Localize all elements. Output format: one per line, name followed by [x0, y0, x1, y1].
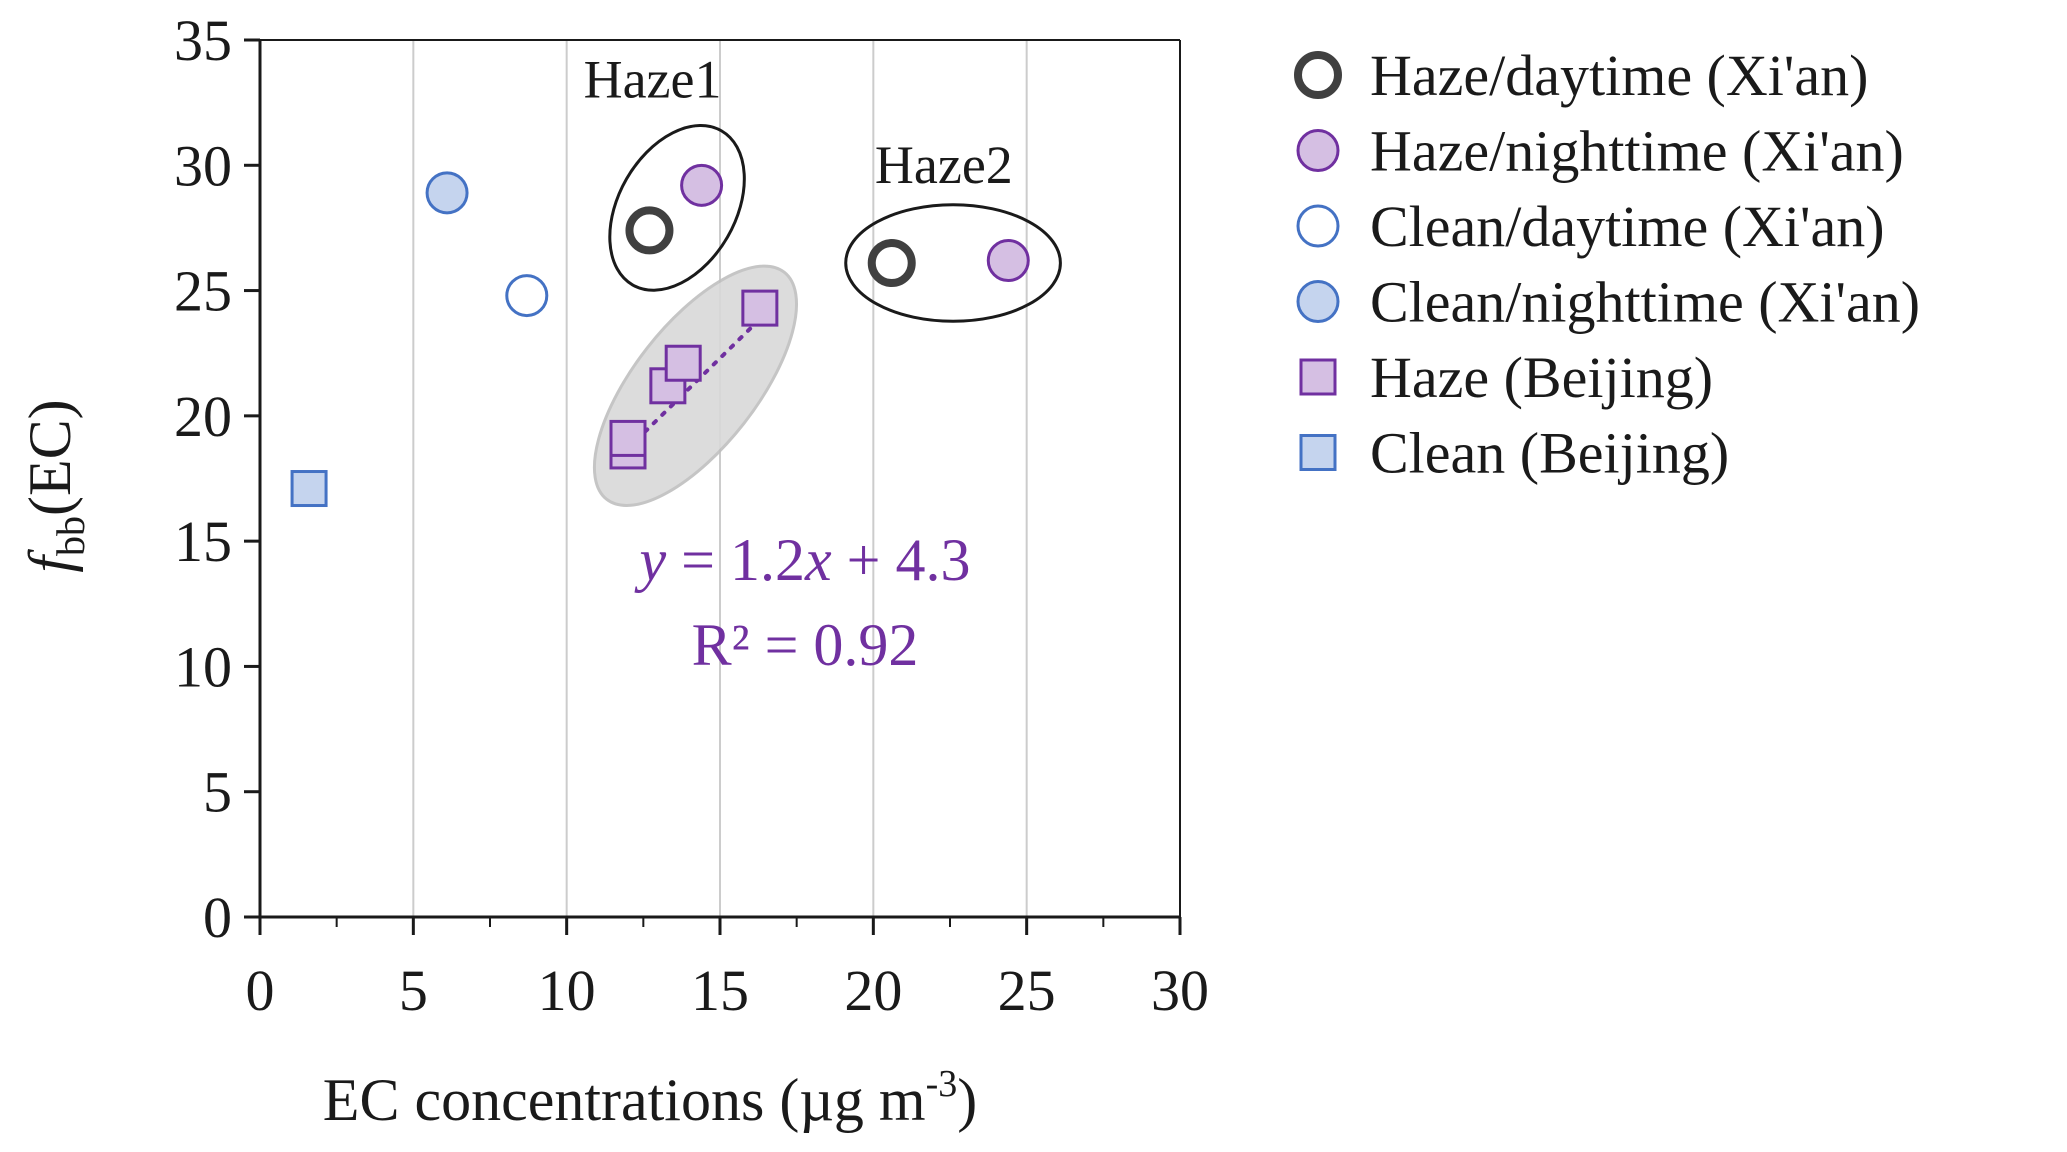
annotation-ellipse-haze1	[608, 124, 746, 292]
x-tick-label: 0	[246, 958, 275, 1023]
annotation-label-haze1: Haze1	[584, 50, 722, 110]
legend-label-1: Haze/nighttime (Xi'an)	[1370, 119, 1904, 184]
legend-label-0: Haze/daytime (Xi'an)	[1370, 43, 1868, 108]
x-tick-label: 15	[691, 958, 749, 1023]
x-tick-label: 20	[844, 958, 902, 1023]
annotation-label-haze2: Haze2	[875, 135, 1013, 195]
legend-label-2: Clean/daytime (Xi'an)	[1370, 194, 1885, 259]
data-point-series-4	[609, 419, 647, 457]
legend-marker-4	[1299, 358, 1337, 396]
data-point-series-4	[664, 344, 702, 382]
data-point-series-3	[425, 171, 469, 215]
y-tick-label: 5	[203, 760, 232, 825]
y-tick-label: 25	[174, 259, 232, 324]
legend-marker-2	[1296, 204, 1340, 248]
legend-marker-1	[1296, 129, 1340, 172]
beijing-haze-region	[592, 264, 799, 507]
y-tick-label: 30	[174, 133, 232, 198]
data-point-series-4	[741, 289, 779, 327]
data-point-series-0	[867, 239, 916, 288]
x-tick-label: 10	[538, 958, 596, 1023]
y-tick-label: 15	[174, 509, 232, 574]
legend: Haze/daytime (Xi'an) Haze/nighttime (Xi'a…	[1294, 43, 1920, 486]
legend-label-4: Haze (Beijing)	[1370, 345, 1713, 410]
annotation-ellipse-haze2	[844, 203, 1062, 323]
annotation-layer: Haze1 Haze2	[584, 50, 1062, 323]
x-tick-label: 30	[1151, 958, 1209, 1023]
legend-marker-0	[1294, 51, 1342, 99]
x-tick-label: 5	[399, 958, 428, 1023]
data-point-series-2	[505, 274, 549, 318]
legend-marker-3	[1296, 280, 1340, 323]
data-point-series-1	[680, 163, 724, 207]
x-tick-label: 25	[998, 958, 1056, 1023]
data-point-series-1	[986, 239, 1030, 283]
x-axis-label: EC concentrations (µg m-3)	[323, 1063, 977, 1133]
trendline-r-squared: R² = 0.92	[692, 612, 919, 678]
data-markers	[290, 163, 1030, 508]
data-point-series-0	[625, 206, 674, 255]
axes-layer: 0 5 10 15 20 25 30 35 0 5 10 15 20 25 30	[174, 8, 1209, 1023]
legend-label-5: Clean (Beijing)	[1370, 421, 1729, 486]
y-tick-label: 10	[174, 634, 232, 699]
trendline-equation: y = 1.2x + 4.3	[634, 527, 971, 593]
legend-marker-5	[1299, 434, 1337, 471]
y-tick-label: 35	[174, 8, 232, 73]
y-tick-label: 0	[203, 885, 232, 950]
y-axis-label: fbb(EC)	[17, 399, 93, 572]
legend-label-3: Clean/nighttime (Xi'an)	[1370, 270, 1920, 335]
data-point-series-5	[290, 470, 328, 508]
y-tick-label: 20	[174, 384, 232, 449]
highlight-region-layer	[592, 264, 799, 507]
